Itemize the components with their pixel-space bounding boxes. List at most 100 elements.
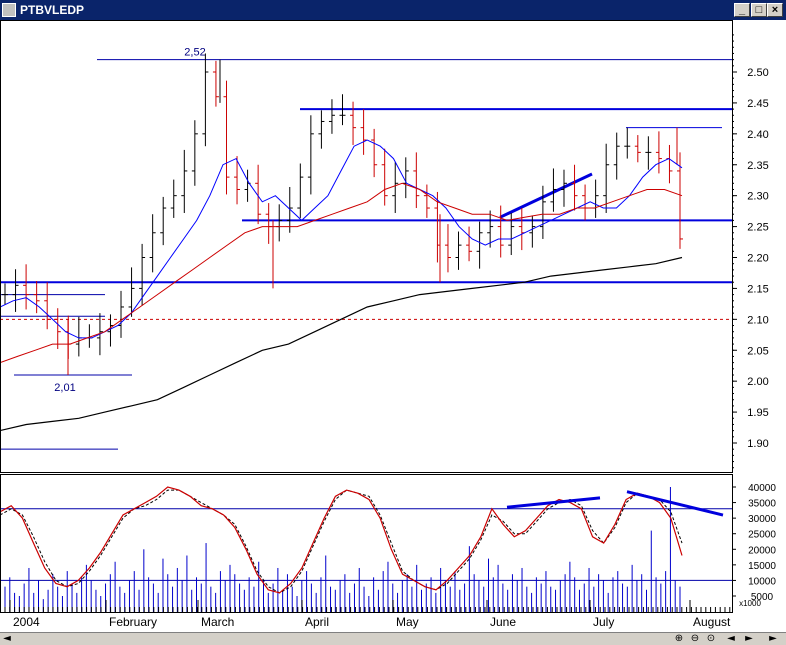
candle	[44, 282, 51, 330]
price-tick-label: 2.50	[747, 67, 768, 79]
osc-tick-label: 40000	[748, 483, 776, 494]
zoom-in-icon[interactable]: ⊕	[674, 633, 684, 644]
candle	[455, 231, 462, 270]
ma-short-line	[0, 139, 683, 339]
osc-tick-label: 30000	[748, 514, 776, 525]
status-bar: ◄ ⊕ ⊖ ⊙ ◄ ► ►	[0, 632, 786, 645]
price-tick-label: 2.25	[747, 222, 768, 234]
maximize-button[interactable]: □	[751, 3, 767, 17]
minimize-button[interactable]: _	[734, 3, 750, 17]
candle	[624, 127, 631, 159]
osc-tick-label: 15000	[748, 561, 776, 572]
candle	[160, 196, 167, 246]
candle	[677, 152, 683, 249]
candle	[655, 131, 662, 174]
ma-medium-line	[0, 182, 683, 364]
candle	[23, 264, 30, 310]
candle	[476, 221, 483, 269]
month-tick-label: May	[396, 615, 419, 629]
app-icon	[2, 3, 16, 17]
candle	[560, 169, 567, 207]
candle	[571, 164, 578, 211]
price-trend-line	[499, 172, 593, 219]
price-panel: 2,52 2,01	[0, 47, 732, 450]
candle	[255, 164, 262, 225]
candle	[371, 128, 378, 178]
price-tick-label: 1.95	[747, 407, 768, 419]
candle	[54, 308, 61, 350]
oscillator-panel-frame	[0, 474, 733, 613]
price-tick-label: 2.05	[747, 345, 768, 357]
ma-long-line	[0, 256, 683, 432]
osc-signal-line	[0, 489, 683, 594]
candle	[149, 214, 156, 273]
window-title: PTBVLEDP	[20, 3, 85, 17]
month-tick-label: July	[593, 615, 614, 629]
candle	[487, 210, 494, 248]
candle	[497, 205, 504, 258]
candle	[613, 132, 620, 180]
price-tick-label: 2.10	[747, 314, 768, 326]
zoom-out-icon[interactable]: ⊖	[690, 633, 700, 644]
high-label: 2,52	[184, 47, 205, 59]
candle	[297, 163, 304, 218]
scroll-right-icon[interactable]: ►	[769, 633, 777, 644]
candle	[286, 187, 293, 233]
low-label: 2,01	[54, 382, 75, 394]
zoom-reset-icon[interactable]: ⊙	[706, 633, 716, 644]
candle	[223, 80, 230, 195]
chart-canvas: 2,52 2,01 1.90 1.95 2.00 2.05 2.10 2.15 2.20 2.2…	[0, 20, 786, 632]
candle	[328, 99, 335, 134]
candle	[307, 115, 314, 195]
candle	[466, 226, 473, 262]
candle	[529, 215, 536, 248]
candle	[191, 120, 198, 186]
candle	[234, 156, 241, 205]
candle	[339, 94, 346, 126]
candle	[212, 60, 219, 107]
candle	[350, 101, 357, 145]
price-tick-label: 2.00	[747, 376, 768, 388]
candle	[139, 243, 146, 306]
candle	[539, 185, 546, 239]
candle	[645, 136, 652, 170]
step-back-icon[interactable]: ◄	[727, 633, 735, 644]
price-tick-label: 2.30	[747, 191, 768, 203]
scroll-left-icon[interactable]: ◄	[3, 633, 11, 644]
price-tick-label: 2.45	[747, 98, 768, 110]
candle	[12, 269, 19, 312]
month-tick-label: February	[109, 615, 157, 629]
price-tick-label: 1.90	[747, 438, 768, 450]
candle	[381, 148, 388, 206]
candle	[170, 179, 177, 218]
price-tick-label: 2.20	[747, 253, 768, 265]
month-tick-label: August	[693, 615, 731, 629]
price-tick-label: 2.40	[747, 129, 768, 141]
step-forward-icon[interactable]: ►	[745, 633, 753, 644]
candle	[444, 224, 451, 273]
osc-tick-label: 25000	[748, 530, 776, 541]
candlestick-series	[2, 53, 683, 359]
axes: 1.90 1.95 2.00 2.05 2.10 2.15 2.20 2.25 2.30 2.35…	[0, 20, 776, 629]
candle	[550, 168, 557, 212]
candle	[181, 149, 188, 213]
osc-tick-label: 5000	[751, 592, 774, 603]
price-tick-label: 2.35	[747, 160, 768, 172]
osc-tick-label: 10000	[748, 576, 776, 587]
close-button[interactable]: ×	[767, 3, 783, 17]
month-tick-label: March	[201, 615, 234, 629]
candle	[33, 280, 40, 314]
candle	[392, 162, 399, 213]
candle	[634, 135, 641, 163]
price-panel-frame	[0, 20, 733, 473]
osc-tick-label: 20000	[748, 545, 776, 556]
osc-unit-label: x1000	[739, 599, 761, 608]
candle	[603, 143, 610, 213]
month-tick-label: April	[305, 615, 329, 629]
osc-trend-line-rising	[506, 496, 601, 509]
title-bar[interactable]: PTBVLEDP _ □ ×	[0, 0, 786, 20]
candle	[128, 267, 135, 317]
month-tick-label: 2004	[13, 615, 40, 629]
price-tick-label: 2.15	[747, 283, 768, 295]
